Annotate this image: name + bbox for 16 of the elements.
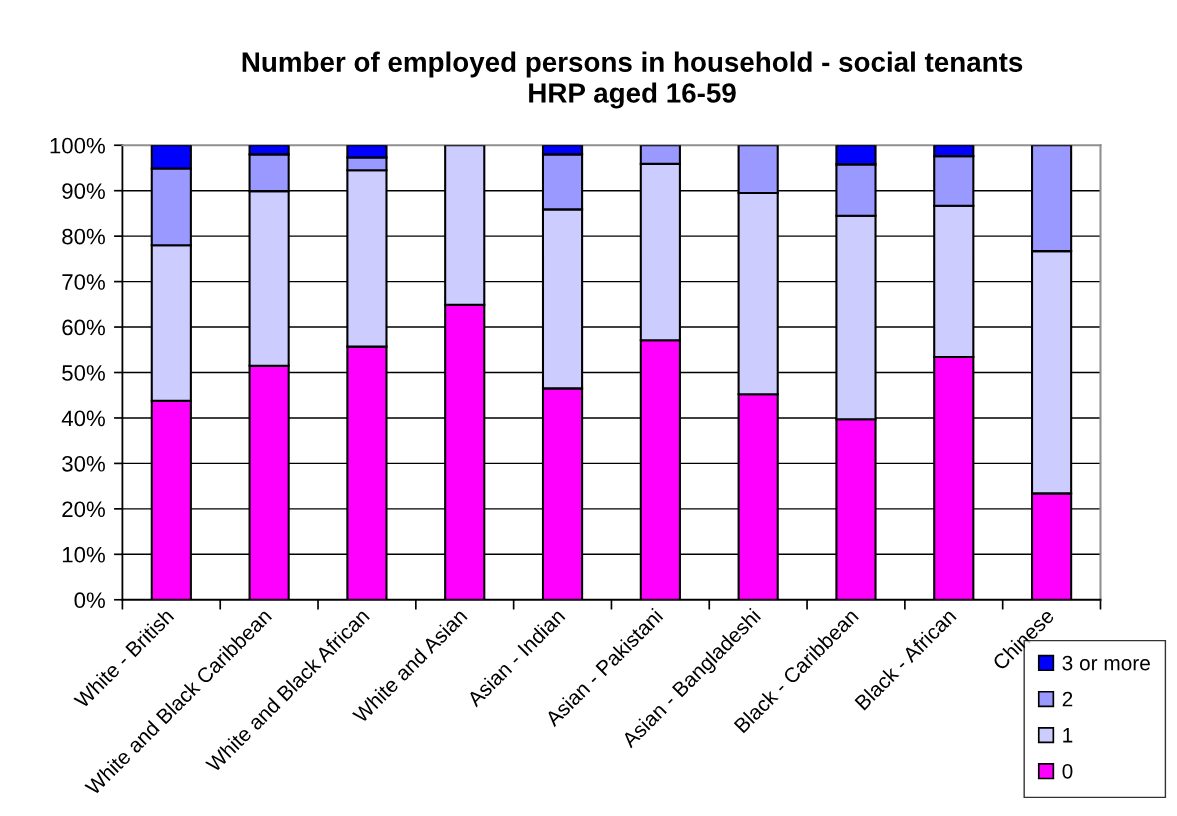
y-tick-label: 70% — [62, 274, 105, 290]
legend-label: 1 — [1063, 728, 1073, 743]
y-tick-label: 30% — [62, 455, 105, 472]
y-tick-label: 80% — [62, 228, 105, 245]
y-tick-label: 10% — [62, 546, 105, 563]
y-tick-label: 20% — [62, 501, 105, 518]
y-tick-label: 100% — [50, 137, 105, 154]
legend-label: 2 — [1062, 691, 1073, 707]
y-tick-label: 50% — [62, 365, 105, 381]
y-tick-label: 40% — [61, 410, 105, 427]
legend-label: 3 or more — [1062, 655, 1150, 671]
y-tick-label: 90% — [62, 183, 105, 199]
y-tick-label: 60% — [62, 319, 105, 336]
chart-title: Number of employed persons in household - social tenants HRP aged 16-59 — [242, 51, 1023, 109]
legend-label: 0 — [1062, 763, 1073, 779]
y-tick-label: 0% — [74, 592, 105, 609]
